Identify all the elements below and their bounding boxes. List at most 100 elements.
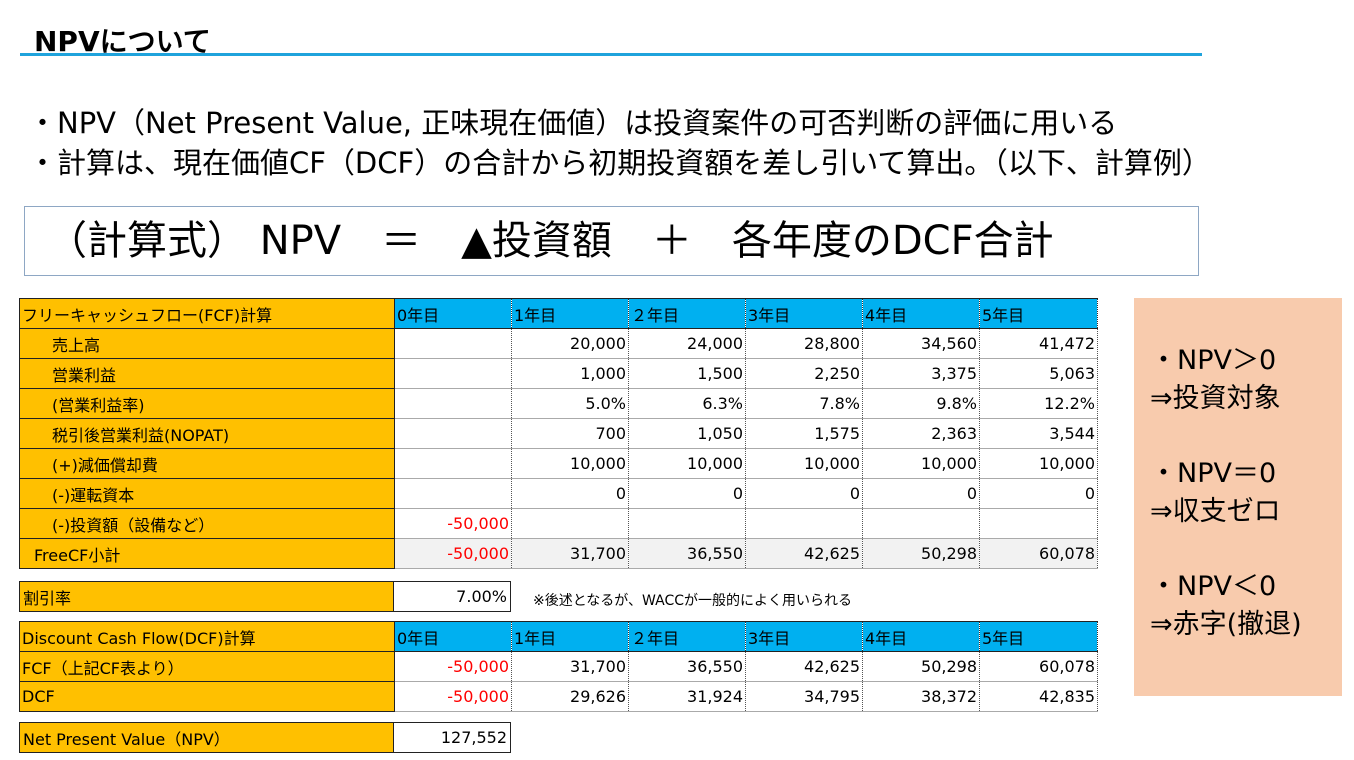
table-cell: 24,000 [628, 328, 746, 359]
table-cell: 31,700 [511, 538, 629, 569]
table-cell: 50,298 [862, 538, 980, 569]
table-cell: 36,550 [628, 538, 746, 569]
row-label: (+)減価償却費 [19, 448, 395, 479]
npv-decision-box: ・NPV＞0 ⇒投資対象 ・NPV＝0 ⇒収支ゼロ ・NPV＜0 ⇒赤字(撤退) [1134, 298, 1342, 696]
bullet-calculation: ・計算は、現在価値CF（DCF）の合計から初期投資額を差し引いて算出。（以下、計… [28, 146, 1211, 180]
fcf-header-year: 5年目 [979, 298, 1098, 329]
table-cell [394, 328, 512, 359]
table-cell: 2,363 [862, 418, 980, 449]
fcf-header-row: フリーキャッシュフロー(FCF)計算 0年目 1年目 ２年目 3年目 4年目 5… [19, 298, 1098, 329]
dcf-table: Discount Cash Flow(DCF)計算 0年目 1年目 ２年目 3年… [19, 621, 1098, 712]
fcf-header-year: 1年目 [511, 298, 629, 329]
table-cell: 1,575 [745, 418, 863, 449]
table-cell: 5,063 [979, 358, 1098, 389]
table-cell: 9.8% [862, 388, 980, 419]
table-cell: 700 [511, 418, 629, 449]
dcf-header-year: 1年目 [511, 621, 629, 652]
table-cell: 41,472 [979, 328, 1098, 359]
row-label: DCF [19, 681, 395, 712]
row-label: FCF（上記CF表より） [19, 651, 395, 682]
table-row-subtotal: FreeCF小計 -50,000 31,700 36,550 42,625 50… [19, 538, 1098, 569]
table-cell: 38,372 [862, 681, 980, 712]
page-title: NPVについて [34, 25, 211, 58]
table-cell: 31,700 [511, 651, 629, 682]
table-cell: 34,560 [862, 328, 980, 359]
table-row: (+)減価償却費 10,000 10,000 10,000 10,000 10,… [19, 448, 1098, 479]
table-cell [394, 418, 512, 449]
formula-box: （計算式） NPV ＝ ▲投資額 ＋ 各年度のDCF合計 [24, 206, 1199, 276]
row-label: (営業利益率) [19, 388, 395, 419]
table-cell: 7.8% [745, 388, 863, 419]
table-row: (-)投資額（設備など） -50,000 [19, 508, 1098, 539]
table-cell [628, 508, 746, 539]
row-label: (-)投資額（設備など） [19, 508, 395, 539]
decision-condition: ・NPV＝0 [1150, 458, 1277, 489]
dcf-header-year: 4年目 [862, 621, 980, 652]
row-label: (-)運転資本 [19, 478, 395, 509]
table-cell: 12.2% [979, 388, 1098, 419]
table-cell: 28,800 [745, 328, 863, 359]
table-cell: 1,050 [628, 418, 746, 449]
bullet-list: ・NPV（Net Present Value, 正味現在価値）は投資案件の可否判… [28, 103, 1211, 183]
table-row: (営業利益率) 5.0% 6.3% 7.8% 9.8% 12.2% [19, 388, 1098, 419]
table-cell: 0 [862, 478, 980, 509]
table-cell: 10,000 [745, 448, 863, 479]
table-cell [979, 508, 1098, 539]
table-cell: 10,000 [511, 448, 629, 479]
table-cell: 1,000 [511, 358, 629, 389]
table-cell: 0 [745, 478, 863, 509]
dcf-header-year: 5年目 [979, 621, 1098, 652]
table-row: 営業利益 1,000 1,500 2,250 3,375 5,063 [19, 358, 1098, 389]
table-cell: -50,000 [394, 651, 512, 682]
fcf-header-year: 3年目 [745, 298, 863, 329]
title-underline [20, 53, 1202, 56]
dcf-header-year: ２年目 [628, 621, 746, 652]
decision-zero: ・NPV＝0 ⇒収支ゼロ [1150, 455, 1342, 531]
dcf-header-row: Discount Cash Flow(DCF)計算 0年目 1年目 ２年目 3年… [19, 621, 1098, 652]
fcf-table: フリーキャッシュフロー(FCF)計算 0年目 1年目 ２年目 3年目 4年目 5… [19, 298, 1098, 569]
table-cell: 0 [628, 478, 746, 509]
table-cell [394, 448, 512, 479]
table-cell: 3,544 [979, 418, 1098, 449]
table-cell: 10,000 [979, 448, 1098, 479]
table-cell: 20,000 [511, 328, 629, 359]
dcf-header-year: 0年目 [394, 621, 512, 652]
discount-rate-table: 割引率 7.00% [19, 581, 511, 612]
dcf-header-label: Discount Cash Flow(DCF)計算 [19, 621, 395, 652]
table-row: FCF（上記CF表より） -50,000 31,700 36,550 42,62… [19, 651, 1098, 682]
row-label: 税引後営業利益(NOPAT) [19, 418, 395, 449]
decision-negative: ・NPV＜0 ⇒赤字(撤退) [1150, 568, 1342, 644]
discount-rate-value: 7.00% [393, 581, 511, 612]
table-cell: 42,835 [979, 681, 1098, 712]
discount-note: ※後述となるが、WACCが一般的によく用いられる [533, 593, 852, 609]
table-cell: 5.0% [511, 388, 629, 419]
table-cell: 50,298 [862, 651, 980, 682]
row-label: 営業利益 [19, 358, 395, 389]
npv-result-table: Net Present Value（NPV） 127,552 [19, 722, 511, 753]
table-row: 売上高 20,000 24,000 28,800 34,560 41,472 [19, 328, 1098, 359]
table-cell: 0 [511, 478, 629, 509]
table-cell [862, 508, 980, 539]
table-cell [745, 508, 863, 539]
fcf-header-year: 4年目 [862, 298, 980, 329]
table-cell: 34,795 [745, 681, 863, 712]
discount-rate-label: 割引率 [19, 581, 394, 612]
table-row: 税引後営業利益(NOPAT) 700 1,050 1,575 2,363 3,5… [19, 418, 1098, 449]
table-cell: 10,000 [862, 448, 980, 479]
decision-result: ⇒収支ゼロ [1150, 496, 1281, 527]
table-cell [394, 478, 512, 509]
table-cell: 29,626 [511, 681, 629, 712]
table-cell: 3,375 [862, 358, 980, 389]
table-cell: 60,078 [979, 538, 1098, 569]
table-cell: -50,000 [394, 681, 512, 712]
fcf-header-year: 0年目 [394, 298, 512, 329]
table-cell: 10,000 [628, 448, 746, 479]
row-label: FreeCF小計 [19, 538, 395, 569]
npv-value: 127,552 [393, 722, 511, 753]
table-cell: 6.3% [628, 388, 746, 419]
table-cell: 42,625 [745, 651, 863, 682]
table-cell: 0 [979, 478, 1098, 509]
table-cell: -50,000 [394, 538, 512, 569]
table-row: DCF -50,000 29,626 31,924 34,795 38,372 … [19, 681, 1098, 712]
table-cell [394, 358, 512, 389]
